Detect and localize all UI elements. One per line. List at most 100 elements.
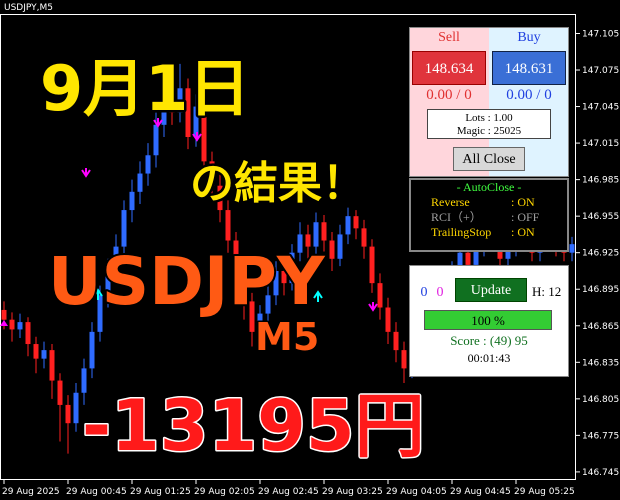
overlay-profit: -13195円: [82, 385, 425, 467]
hours: H: 12: [532, 284, 562, 299]
y-tick-label: 147.075: [582, 66, 619, 76]
candle-body: [569, 244, 575, 253]
candle-body: [337, 234, 343, 259]
candle-body: [385, 307, 391, 332]
candle-body: [353, 216, 359, 229]
y-tick-label: 146.835: [582, 358, 619, 368]
y-tick-label: 146.955: [582, 212, 619, 222]
buy-label: Buy: [517, 30, 541, 45]
candle-body: [305, 234, 311, 247]
candle-body: [473, 246, 479, 265]
y-tick-label: 146.775: [582, 431, 619, 441]
candle-body: [65, 404, 71, 424]
count-buy: 0: [420, 285, 428, 300]
update-button[interactable]: Update: [455, 278, 527, 302]
signal-arrow: [313, 290, 323, 302]
candle-body: [121, 210, 127, 247]
count-sell: 0: [436, 285, 444, 300]
candle-body: [505, 246, 511, 259]
candle-body: [225, 210, 231, 241]
sell-button[interactable]: 148.634: [412, 51, 486, 85]
signal-arrow: [93, 288, 103, 300]
candle-body: [153, 124, 159, 156]
candle-body: [113, 246, 119, 271]
candle-body: [73, 392, 79, 424]
candle-body: [457, 252, 463, 271]
plot-frame: [0, 14, 576, 480]
score: Score : (49) 95: [450, 333, 528, 348]
x-tick-label: 29 Aug 04:05: [386, 487, 447, 497]
y-tick-label: 146.925: [582, 249, 619, 259]
candle-body: [105, 270, 111, 296]
y-tick-label: 147.015: [582, 139, 619, 149]
all-close-button[interactable]: All Close: [453, 147, 525, 171]
candle-body: [273, 270, 279, 296]
y-tick-label: 146.865: [582, 322, 619, 332]
candle-body: [17, 322, 23, 330]
window-title: USDJPY,M5: [4, 3, 53, 13]
autoclose-rows: Reverse: ON RCI（+）: OFF TrailingStop: ON: [411, 195, 567, 240]
candle-body: [81, 368, 87, 393]
autoclose-key: RCI（+）: [431, 210, 482, 224]
candle-body: [169, 100, 175, 113]
candle-body: [297, 234, 303, 253]
autoclose-value: : ON: [511, 225, 535, 239]
y-tick-label: 146.985: [582, 176, 619, 186]
autoclose-key: TrailingStop: [431, 225, 492, 239]
autoclose-title: - AutoClose -: [456, 180, 522, 194]
buy-button[interactable]: 148.631: [492, 51, 566, 85]
candle-body: [177, 88, 183, 113]
candle-body: [9, 319, 15, 330]
candle-body: [209, 161, 215, 186]
autoclose-row: RCI（+） : OFF: [411, 210, 567, 225]
candle-body: [97, 295, 103, 332]
candle-body: [129, 191, 135, 211]
candle-body: [41, 350, 47, 359]
x-tick-label: 29 Aug 05:25: [514, 487, 575, 497]
candle-body: [345, 216, 351, 235]
autoclose-value: : OFF: [511, 210, 540, 224]
candle-body: [233, 240, 239, 271]
buy-pl: 0.00 / 0: [506, 87, 552, 103]
overlay-symbol: USDJPY: [48, 243, 326, 320]
x-tick-label: 29 Aug 2025: [2, 487, 60, 497]
candle-body: [313, 222, 319, 247]
signal-arrow: [153, 118, 163, 128]
candle-body: [369, 246, 375, 284]
y-tick-label: 147.045: [582, 103, 619, 113]
y-tick-label: 146.805: [582, 395, 619, 405]
autoclose-row: TrailingStop : ON: [411, 225, 567, 240]
candle-body: [465, 252, 471, 265]
x-tick-label: 29 Aug 00:45: [66, 487, 127, 497]
candle-body: [89, 331, 95, 369]
candle-body: [25, 322, 31, 345]
candle-body: [377, 283, 383, 308]
candle-body: [185, 88, 191, 138]
y-tick-label: 146.895: [582, 285, 619, 295]
candle-body: [361, 228, 367, 247]
progress-bar: 100 %: [424, 310, 552, 330]
candle-body: [137, 173, 143, 192]
lots-box: Lots : 1.00 Magic : 25025: [427, 109, 551, 139]
candle-body: [193, 106, 199, 138]
x-tick-label: 29 Aug 02:05: [194, 487, 255, 497]
signal-arrow: [192, 132, 202, 142]
autoclose-value: : ON: [511, 195, 535, 209]
x-tick-label: 29 Aug 01:25: [130, 487, 191, 497]
sell-label: Sell: [438, 30, 460, 45]
x-tick-label: 29 Aug 04:45: [450, 487, 511, 497]
y-tick-label: 147.105: [582, 29, 619, 39]
candle-body: [393, 331, 399, 351]
candle-body: [217, 185, 223, 211]
autoclose-box: - AutoClose - Reverse: ON RCI（+）: OFF Trai…: [409, 178, 569, 252]
timer: 00:01:43: [467, 351, 511, 365]
candle-body: [329, 240, 335, 259]
candle-body: [201, 106, 207, 162]
x-tick-label: 29 Aug 03:25: [322, 487, 383, 497]
overlay-date: 9月1日: [40, 52, 250, 125]
signal-arrow: [0, 320, 8, 326]
signal-arrow: [368, 302, 378, 312]
overlay-result: の結果！: [190, 158, 366, 209]
candle-body: [49, 350, 55, 381]
